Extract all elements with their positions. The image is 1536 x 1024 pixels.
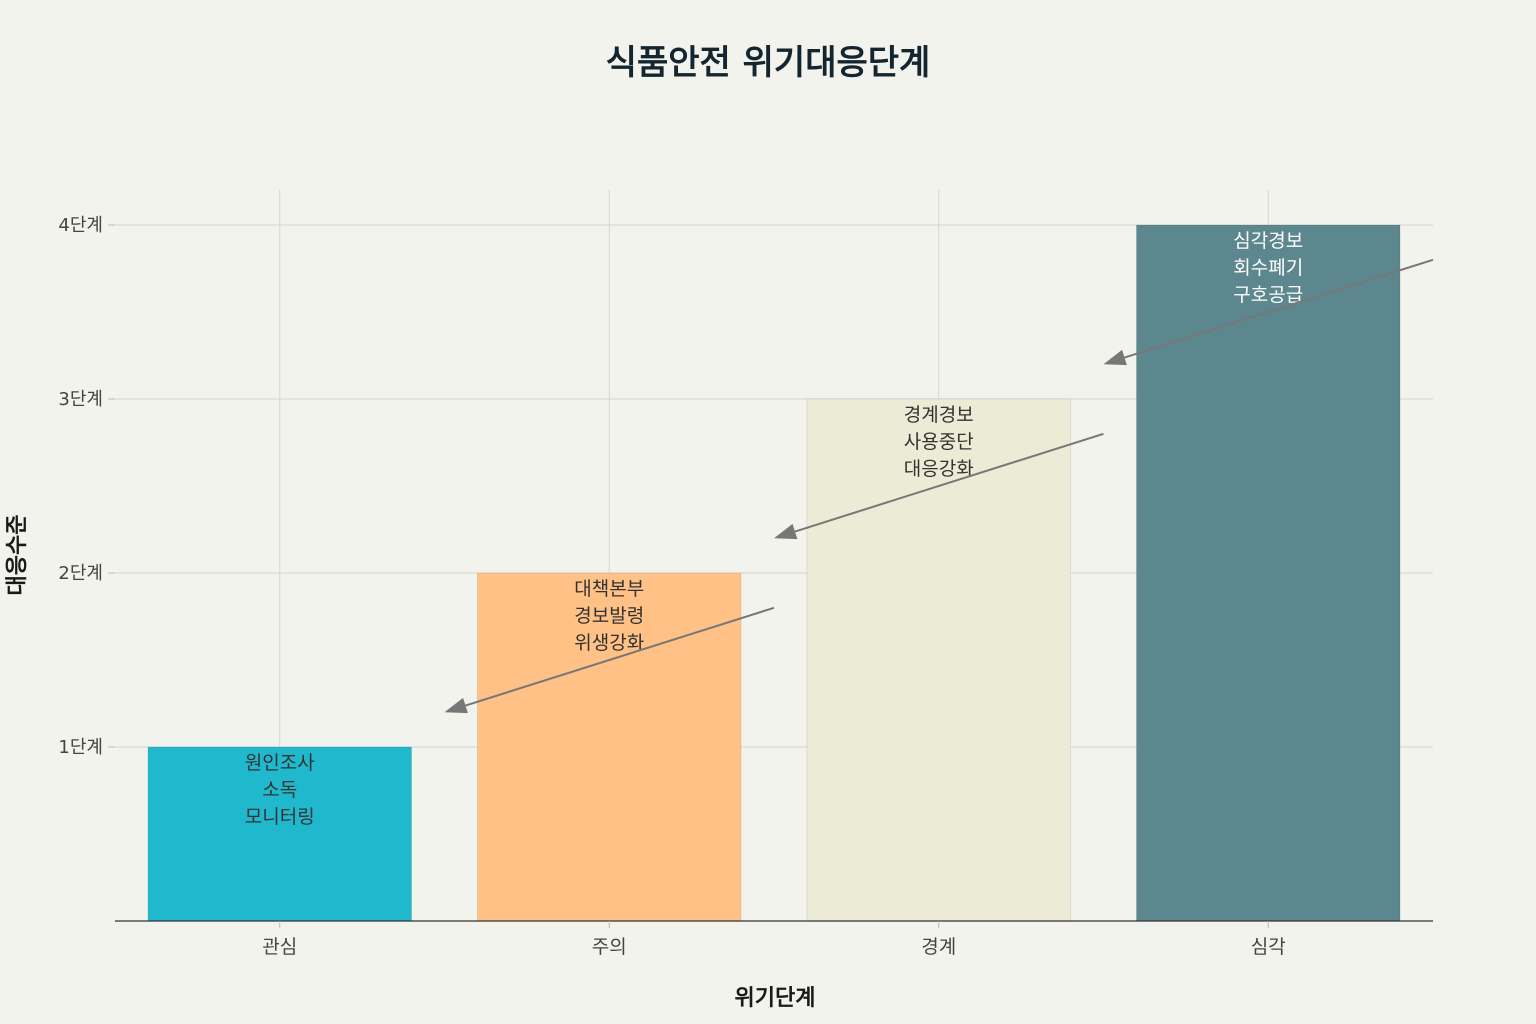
x-tick-label: 경계 <box>921 936 956 958</box>
bar-labels: 원인조사 소독 모니터링 대책본부 경보발령 위생강화 경계경보 사용중단 대응강화 심각경보 회수… <box>245 230 1303 828</box>
bar <box>147 746 413 922</box>
arrows <box>444 258 1434 714</box>
y-tick-label: 4단계 <box>58 215 103 236</box>
bar-data-label: 원인조사 소독 모니터링 <box>245 752 315 828</box>
x-tick-label: 주의 <box>592 936 627 958</box>
arrow-head <box>444 697 468 714</box>
bar-data-label: 심각경보 회수폐기 구호공급 <box>1233 230 1303 306</box>
bar <box>476 572 742 922</box>
arrow-line <box>1124 258 1434 359</box>
arrow-head <box>1103 349 1127 366</box>
y-tick-label: 2단계 <box>58 563 103 584</box>
bar <box>1135 224 1401 922</box>
y-tick-label: 3단계 <box>58 389 103 410</box>
arrow-line <box>794 432 1104 533</box>
x-axis-title: 위기단계 <box>735 986 816 1011</box>
arrow-line <box>465 606 775 707</box>
bar-data-label: 대책본부 경보발령 위생강화 <box>574 578 644 654</box>
x-tick-label: 관심 <box>262 936 297 958</box>
bars <box>147 224 1401 922</box>
x-tick-label: 심각 <box>1251 936 1286 958</box>
chart-title: 식품안전 위기대응단계 <box>606 43 931 83</box>
bar-data-label: 경계경보 사용중단 대응강화 <box>904 404 974 480</box>
y-axis-title: 대응수준 <box>5 515 30 596</box>
y-tick-label: 1단계 <box>58 737 103 758</box>
arrow-head <box>774 523 798 540</box>
